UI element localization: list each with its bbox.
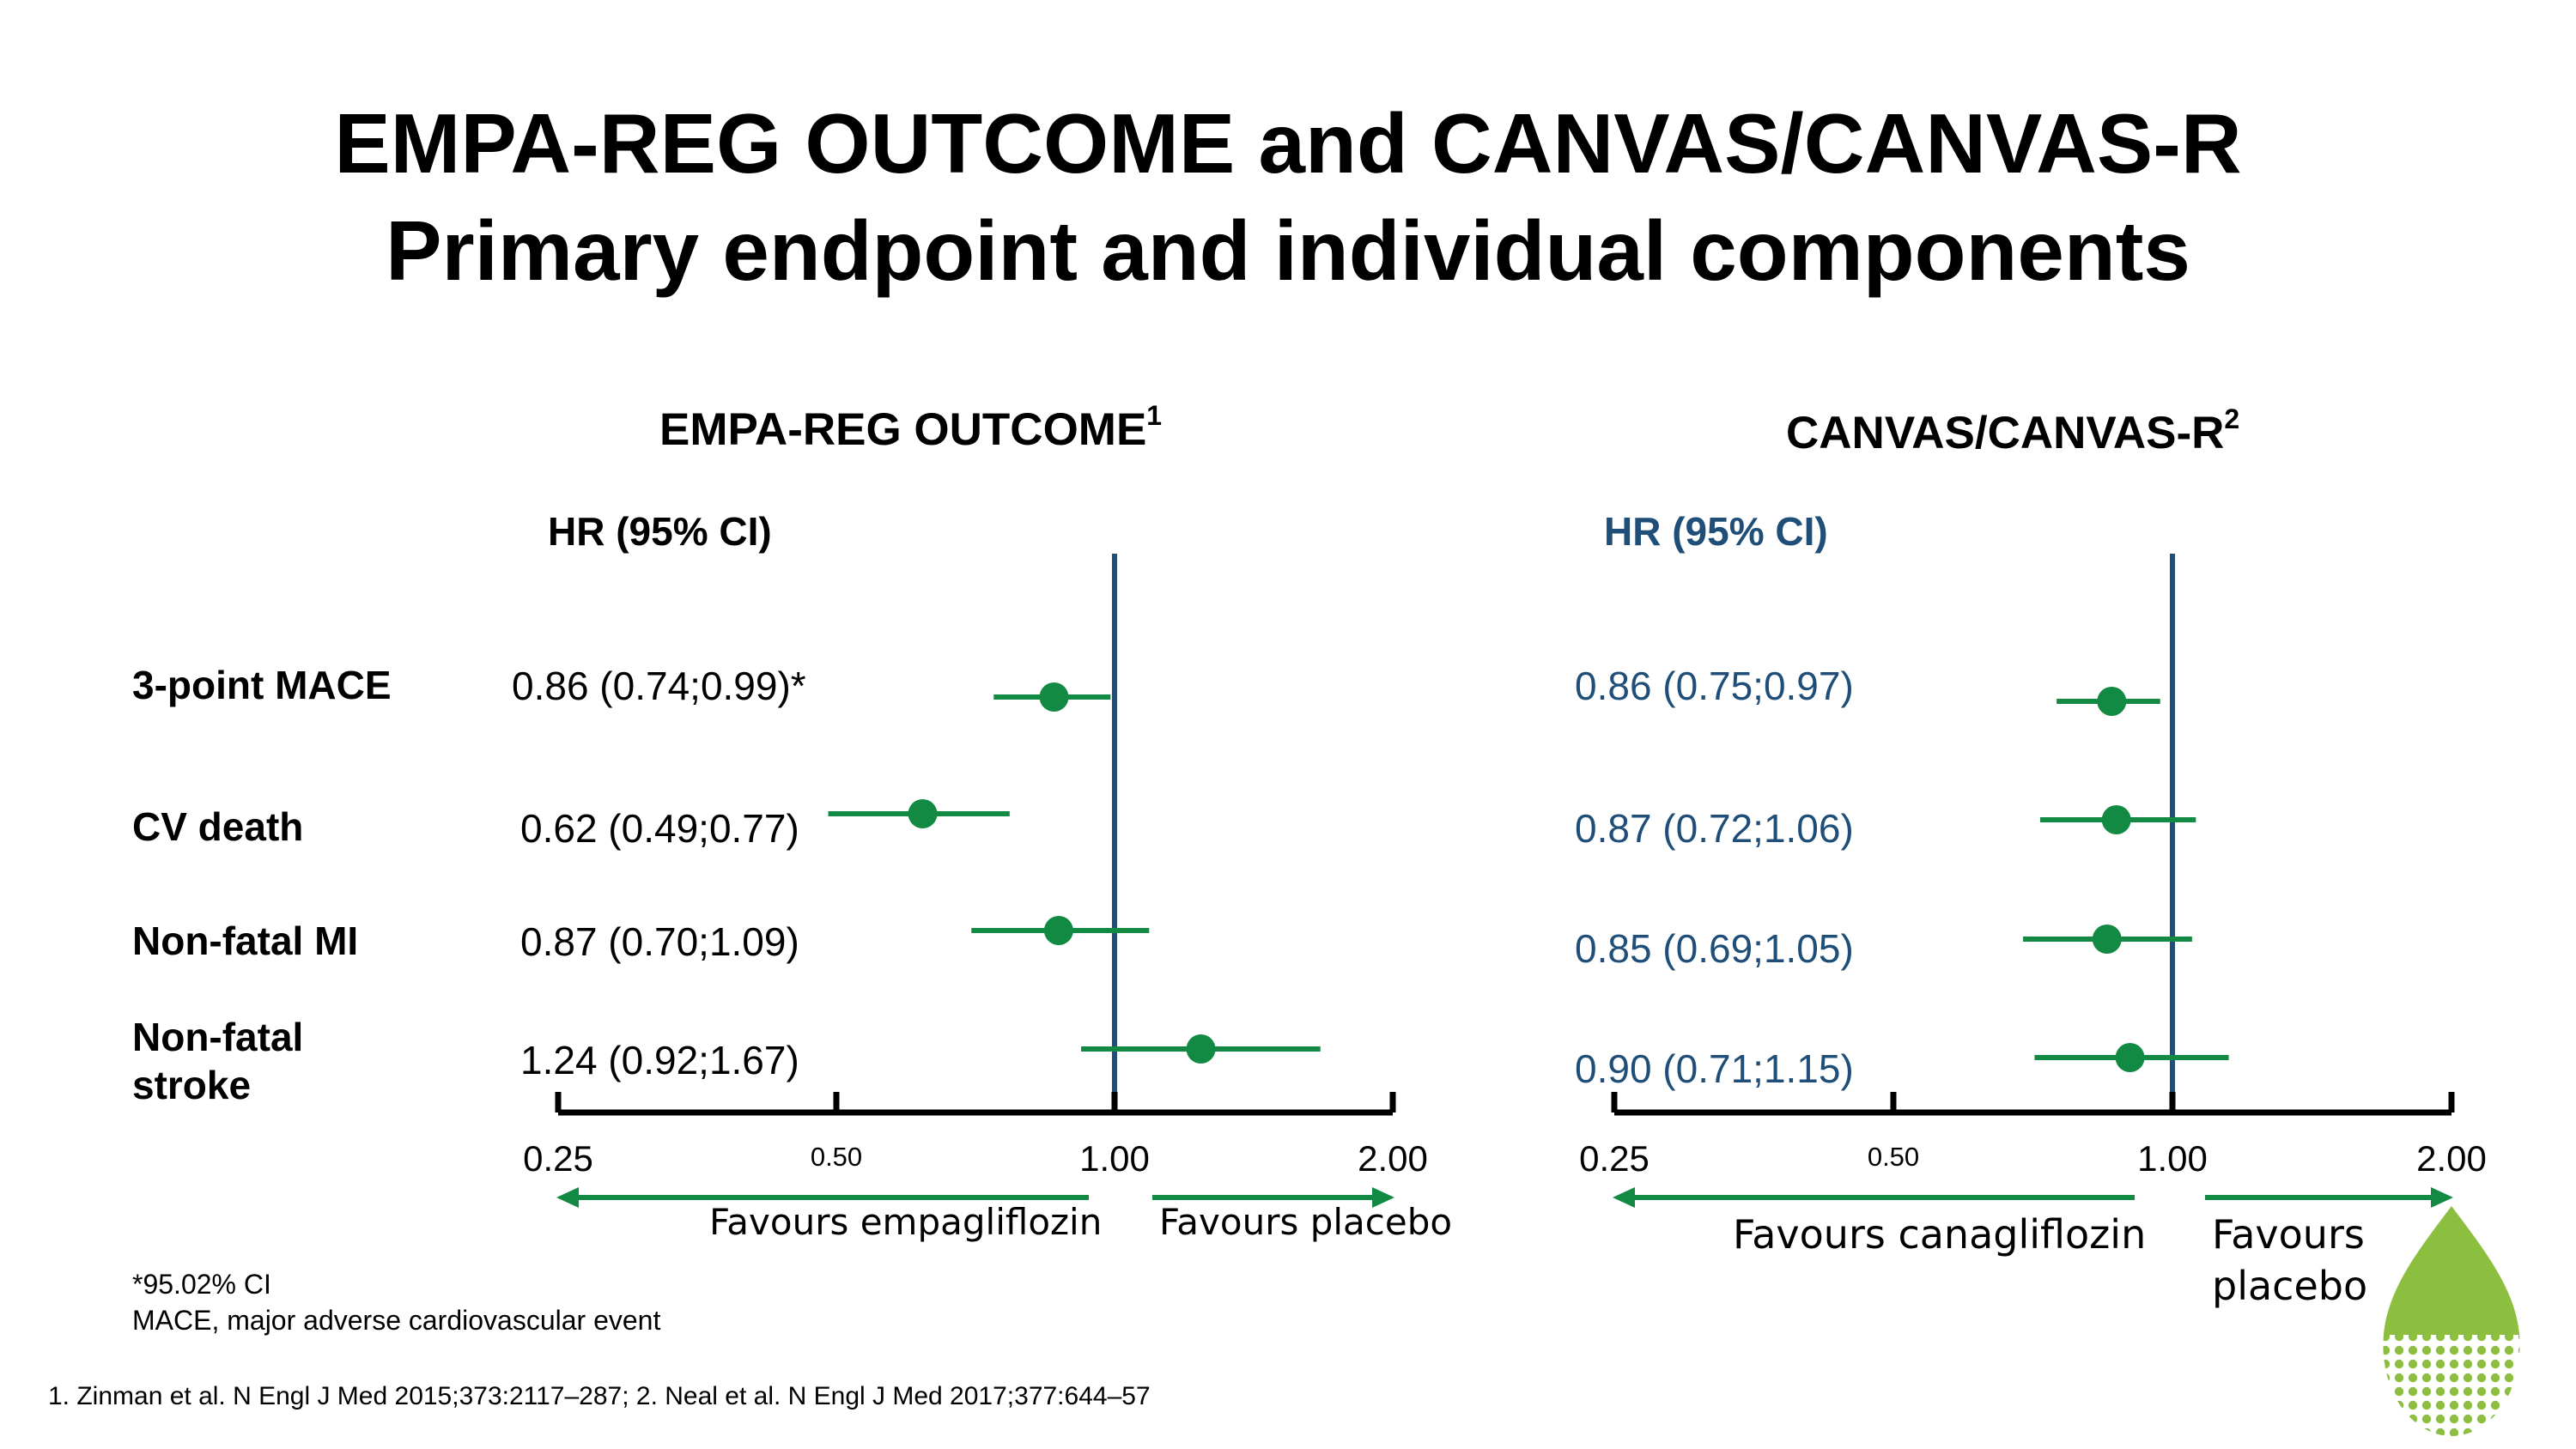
empa-favours-right-arrowhead (1372, 1187, 1394, 1208)
empa-hr-marker (1039, 682, 1069, 712)
canvas-hr-marker (2092, 925, 2122, 954)
canvas-favours-right-label: Favours (2212, 1211, 2365, 1258)
canvas-panel-title-ref: 2 (2224, 403, 2240, 434)
references: 1. Zinman et al. N Engl J Med 2015;373:2… (48, 1382, 1151, 1411)
canvas-tick-label: 1.00 (2137, 1138, 2208, 1179)
empa-tick-label: 1.00 (1079, 1138, 1150, 1179)
canvas-favours-left-label: Favours canagliflozin (1733, 1211, 2146, 1258)
canvas-favours-right-arrowhead (2431, 1187, 2453, 1208)
canvas-tick-label: 2.00 (2416, 1138, 2487, 1179)
canvas-hr-marker (2115, 1043, 2145, 1072)
footnote-mace: MACE, major adverse cardiovascular event (132, 1305, 661, 1336)
canvas-hr-marker (2101, 805, 2131, 834)
canvas-hr-header: HR (95% CI) (1604, 509, 1828, 554)
row-label-nonfatal-mi: Non-fatal MI (132, 919, 359, 963)
empa-favours-left-arrowhead (556, 1187, 579, 1208)
canvas-favours-right-label-line2: placebo (2212, 1263, 2367, 1309)
canvas-value-nonfatal-mi: 0.85 (0.69;1.05) (1575, 926, 1854, 971)
empa-favours-left-label: Favours empagliflozin (709, 1201, 1102, 1243)
empa-hr-marker (1186, 1034, 1216, 1064)
empa-value-cv-death: 0.62 (0.49;0.77) (520, 806, 799, 851)
row-label-nonfatal-stroke: Non-fatal stroke (132, 1015, 304, 1107)
empa-favours-right-label: Favours placebo (1159, 1201, 1452, 1243)
empa-hr-marker (908, 799, 938, 828)
canvas-value-mace: 0.86 (0.75;0.97) (1575, 664, 1854, 708)
empa-panel-title: EMPA-REG OUTCOME1 (659, 400, 1163, 456)
row-label-cv-death: CV death (132, 804, 304, 849)
empa-value-mace: 0.86 (0.74;0.99)* (512, 664, 806, 708)
empa-tick-label: 0.25 (523, 1138, 593, 1179)
footnote-ci: *95.02% CI (132, 1269, 271, 1300)
canvas-hr-marker (2097, 687, 2127, 716)
empa-tick-label: 2.00 (1358, 1138, 1428, 1179)
slide-title-line-1: EMPA-REG OUTCOME and CANVAS/CANVAS-R (334, 96, 2242, 191)
canvas-panel-title: CANVAS/CANVAS-R2 (1786, 403, 2239, 459)
row-label-mace: 3-point MACE (132, 663, 392, 707)
slide-title-line-2: Primary endpoint and individual componen… (386, 203, 2190, 298)
canvas-tick-label: 0.50 (1868, 1142, 1919, 1172)
canvas-value-nonfatal-stroke: 0.90 (0.71;1.15) (1575, 1046, 1854, 1091)
slide-title: EMPA-REG OUTCOME and CANVAS/CANVAS-R Pri… (0, 90, 2576, 305)
references-text: 1. Zinman et al. N Engl J Med 2015;373:2… (48, 1382, 1151, 1410)
empa-panel-title-text: EMPA-REG OUTCOME (659, 404, 1147, 455)
empa-value-nonfatal-stroke: 1.24 (0.92;1.67) (520, 1038, 799, 1082)
canvas-tick-label: 0.25 (1579, 1138, 1649, 1179)
empa-panel-title-ref: 1 (1146, 400, 1163, 431)
canvas-value-cv-death: 0.87 (0.72;1.06) (1575, 806, 1854, 851)
empa-tick-label: 0.50 (811, 1142, 862, 1172)
leaf-logo-icon (2383, 1206, 2520, 1436)
canvas-favours-left-arrowhead (1613, 1187, 1635, 1208)
canvas-panel-title-text: CANVAS/CANVAS-R (1786, 408, 2225, 458)
empa-hr-marker (1043, 916, 1073, 945)
empa-value-nonfatal-mi: 0.87 (0.70;1.09) (520, 919, 799, 964)
empa-hr-header: HR (95% CI) (548, 509, 772, 554)
